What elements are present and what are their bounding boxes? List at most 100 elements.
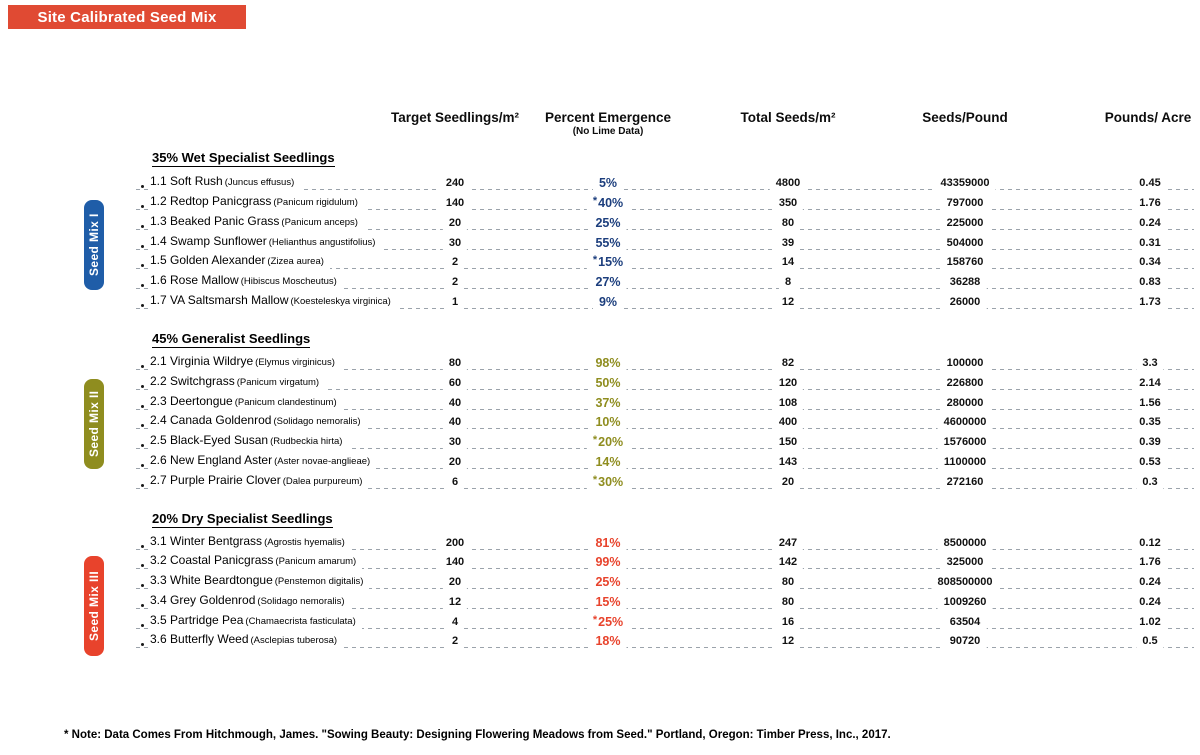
latin-name: (Helianthus angustifolius) (268, 237, 376, 248)
common-name: 3.2 Coastal Panicgrass (150, 553, 274, 567)
latin-name: (Aster novae-anglieae) (274, 456, 371, 467)
percent-emergence-value: 25% (589, 573, 627, 591)
percent-emergence-value: 27% (589, 273, 627, 291)
pounds-per-acre-value: 0.24 (1133, 214, 1167, 232)
percent-text: 25% (595, 216, 621, 230)
percent-emergence-value: 15% (589, 593, 627, 611)
pounds-per-acre-value: 3.3 (1136, 354, 1164, 372)
percent-emergence-value: 18% (589, 632, 627, 650)
latin-name: (Zizea aurea) (267, 256, 324, 267)
total-seeds-value: 82 (775, 354, 801, 372)
table-row: 2.4 Canada Goldenrod (Solidago nemoralis)… (136, 411, 1196, 431)
plant-name: 1.2 Redtop Panicgrass (Panicum rigidulum) (150, 192, 364, 212)
table-row: 3.5 Partridge Pea (Chamaecrista fasticula… (136, 611, 1196, 631)
target-seedlings-value: 1 (445, 293, 465, 311)
percent-text: 15% (598, 255, 624, 269)
note-asterisk: * (592, 195, 598, 207)
latin-name: (Dalea purpureum) (282, 476, 363, 487)
total-seeds-value: 350 (772, 194, 804, 212)
target-seedlings-value: 2 (445, 273, 465, 291)
page-title: Site Calibrated Seed Mix (37, 8, 217, 26)
percent-emergence-label: Percent Emergence (544, 110, 672, 125)
total-seeds-value: 14 (775, 253, 801, 271)
table-row: 2.3 Deertongue (Panicum clandestinum) 40 37… (136, 392, 1196, 412)
plant-name: 2.1 Virginia Wildrye (Elymus virginicus) (150, 352, 341, 372)
percent-emergence-value: 37% (589, 394, 627, 412)
percent-text: 18% (595, 634, 621, 648)
percent-text: 37% (595, 396, 621, 410)
total-seeds-value: 143 (772, 453, 804, 471)
row-bullet (141, 484, 144, 487)
table-row: 2.6 New England Aster (Aster novae-anglie… (136, 451, 1196, 471)
row-bullet (141, 564, 144, 567)
percent-text: 55% (595, 236, 621, 250)
target-seedlings-value: 2 (445, 253, 465, 271)
target-seedlings-value: 30 (442, 234, 468, 252)
seeds-per-pound-value: 1100000 (937, 453, 993, 471)
pounds-per-acre-value: 1.56 (1133, 394, 1167, 412)
row-bullet (141, 185, 144, 188)
pounds-per-acre-value: 0.83 (1133, 273, 1167, 291)
pounds-per-acre-value: 0.12 (1133, 534, 1167, 552)
section-heading: 35% Wet Specialist Seedlings (152, 150, 335, 167)
target-seedlings-value: 240 (439, 174, 471, 192)
plant-name: 1.5 Golden Alexander (Zizea aurea) (150, 251, 330, 271)
percent-text: 50% (595, 376, 621, 390)
total-seeds-value: 80 (775, 573, 801, 591)
target-seedlings-value: 20 (442, 214, 468, 232)
column-header-target-seedlings: Target Seedlings/m² (390, 110, 520, 125)
latin-name: (Panicum virgatum) (236, 377, 320, 388)
column-header-total-seeds: Total Seeds/m² (740, 110, 836, 125)
seeds-per-pound-value: 100000 (940, 354, 990, 372)
common-name: 1.2 Redtop Panicgrass (150, 194, 272, 208)
percent-text: 15% (595, 595, 621, 609)
row-bullet (141, 205, 144, 208)
target-seedlings-value: 2 (445, 632, 465, 650)
row-bullet (141, 424, 144, 427)
plant-name: 1.4 Swamp Sunflower (Helianthus angustifo… (150, 232, 382, 252)
seeds-per-pound-value: 1009260 (937, 593, 993, 611)
dashed-leader (136, 229, 1194, 230)
percent-emergence-value: 50% (589, 374, 627, 392)
plant-name: 2.4 Canada Goldenrod (Solidago nemoralis) (150, 411, 367, 431)
total-seeds-value: 16 (775, 613, 801, 631)
dashed-leader (136, 647, 1194, 648)
seeds-per-pound-value: 158760 (940, 253, 990, 271)
pounds-per-acre-value: 0.39 (1133, 433, 1167, 451)
percent-text: 81% (595, 536, 621, 550)
dashed-leader (136, 568, 1194, 569)
latin-name: (Chamaecrista fasticulata) (245, 616, 356, 627)
plant-name: 1.1 Soft Rush (Juncus effusus) (150, 172, 301, 192)
plant-name: 3.2 Coastal Panicgrass (Panicum amarum) (150, 551, 363, 571)
pounds-per-acre-value: 1.76 (1133, 194, 1167, 212)
common-name: 2.5 Black-Eyed Susan (150, 433, 269, 447)
percent-emergence-value: *30% (586, 471, 630, 491)
dashed-leader (136, 369, 1194, 370)
row-bullet (141, 365, 144, 368)
row-bullet (141, 604, 144, 607)
pounds-per-acre-value: 1.02 (1133, 613, 1167, 631)
latin-name: (Solidago nemoralis) (257, 596, 345, 607)
target-seedlings-value: 200 (439, 534, 471, 552)
common-name: 1.1 Soft Rush (150, 174, 223, 188)
total-seeds-value: 20 (775, 473, 801, 491)
common-name: 2.2 Switchgrass (150, 374, 235, 388)
table-row: 2.5 Black-Eyed Susan (Rudbeckia hirta) 30 *… (136, 431, 1196, 451)
seeds-per-pound-value: 63504 (943, 613, 987, 631)
seeds-per-pound-value: 43359000 (934, 174, 996, 192)
row-bullet (141, 304, 144, 307)
column-header-seeds-pound: Seeds/Pound (922, 110, 1008, 125)
seeds-per-pound-value: 26000 (943, 293, 987, 311)
seeds-per-pound-value: 797000 (940, 194, 990, 212)
pounds-per-acre-value: 2.14 (1133, 374, 1167, 392)
table-row: 1.6 Rose Mallow (Hibiscus Moscheutus) 2 27%… (136, 271, 1196, 291)
table-body: 35% Wet Specialist Seedlings 1.1 Soft Rus… (136, 0, 1196, 755)
pounds-per-acre-value: 0.24 (1133, 593, 1167, 611)
target-seedlings-value: 6 (445, 473, 465, 491)
common-name: 1.3 Beaked Panic Grass (150, 214, 280, 228)
dashed-leader (136, 268, 1194, 269)
percent-emergence-value: 98% (589, 354, 627, 372)
table-row: 1.5 Golden Alexander (Zizea aurea) 2 *15% 14… (136, 251, 1196, 271)
target-seedlings-value: 4 (445, 613, 465, 631)
seeds-per-pound-value: 225000 (940, 214, 990, 232)
